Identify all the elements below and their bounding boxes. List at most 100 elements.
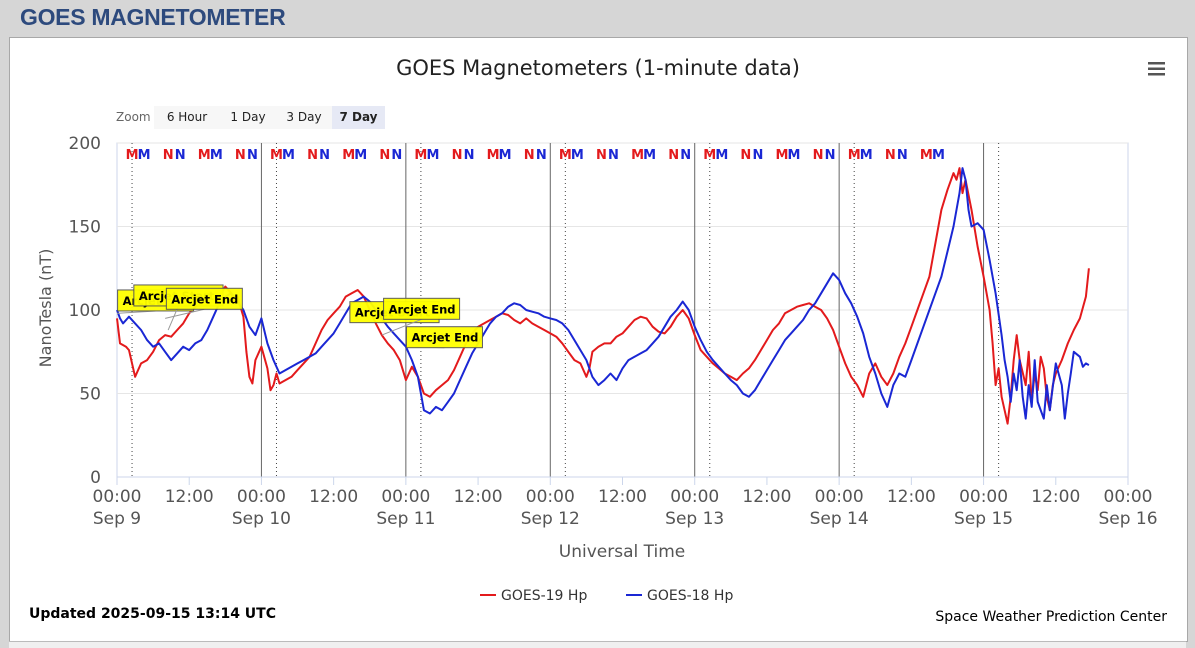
legend-label[interactable]: GOES-18 Hp xyxy=(647,588,733,604)
x-tick-date-label: Sep 9 xyxy=(93,509,141,529)
zoom-button-bg[interactable] xyxy=(154,106,220,129)
top-marker-m: M xyxy=(788,148,801,163)
top-marker-n: N xyxy=(379,148,390,163)
zoom-selector: Zoom 6 Hour 1 Day 3 Day 7 Day xyxy=(116,106,385,129)
top-marker-m: M xyxy=(860,148,873,163)
top-marker-m: M xyxy=(571,148,584,163)
annotation-box xyxy=(383,297,461,320)
top-marker-n: N xyxy=(825,148,836,163)
annotation-label: Arcjet End xyxy=(411,331,478,345)
x-axis-label: Universal Time xyxy=(559,542,685,562)
x-tick-label: 00:00 xyxy=(815,487,864,507)
y-tick-label: 50 xyxy=(79,385,101,405)
top-marker-m: M xyxy=(126,148,139,163)
top-marker-n: N xyxy=(752,148,763,163)
top-marker-m: M xyxy=(414,148,427,163)
zoom-button-7-day[interactable]: 7 Day xyxy=(332,106,385,129)
top-marker-m: M xyxy=(210,148,223,163)
x-tick-label: 00:00 xyxy=(526,487,575,507)
top-marker-m: M xyxy=(487,148,500,163)
x-tick-label: 00:00 xyxy=(381,487,430,507)
top-marker-m: M xyxy=(920,148,933,163)
series-line-goes-19-hp xyxy=(116,167,1090,425)
top-marker-m: M xyxy=(198,148,211,163)
y-tick-label: 150 xyxy=(69,218,101,238)
menu-icon[interactable] xyxy=(1145,56,1169,78)
top-marker-n: N xyxy=(163,148,174,163)
x-tick-label: 12:00 xyxy=(1031,487,1080,507)
top-marker-n: N xyxy=(175,148,186,163)
zoom-button-label[interactable]: 6 Hour xyxy=(167,110,207,124)
top-marker-n: N xyxy=(235,148,246,163)
legend-label[interactable]: GOES-19 Hp xyxy=(501,588,587,604)
chart-title: GOES Magnetometers (1-minute data) xyxy=(396,56,800,80)
annotation-arcjet: Arcjet End xyxy=(165,287,243,319)
annotation-arcjet: Arcjet End xyxy=(381,297,461,336)
x-tick-label: 12:00 xyxy=(309,487,358,507)
series-line-goes-18-hp xyxy=(116,167,1090,420)
x-tick-date-label: Sep 10 xyxy=(232,509,291,529)
top-marker-n: N xyxy=(668,148,679,163)
x-tick-label: 00:00 xyxy=(1104,487,1153,507)
x-tick-label: 12:00 xyxy=(165,487,214,507)
annotation-connector xyxy=(165,308,205,319)
y-tick-label: 0 xyxy=(90,468,101,488)
x-tick-label: 00:00 xyxy=(959,487,1008,507)
credit-text: Space Weather Prediction Center xyxy=(935,609,1167,625)
top-marker-n: N xyxy=(391,148,402,163)
top-marker-n: N xyxy=(680,148,691,163)
top-marker-m: M xyxy=(342,148,355,163)
top-marker-n: N xyxy=(452,148,463,163)
x-tick-label: 00:00 xyxy=(670,487,719,507)
zoom-button-1-day[interactable]: 1 Day xyxy=(220,106,276,129)
annotation-label: Arcjet End xyxy=(171,292,238,306)
y-tick-label: 200 xyxy=(69,134,101,154)
zoom-button-bg[interactable] xyxy=(332,106,385,129)
x-tick-date-label: Sep 13 xyxy=(665,509,724,529)
zoom-label: Zoom xyxy=(116,110,151,124)
top-marker-m: M xyxy=(559,148,572,163)
zoom-button-bg[interactable] xyxy=(276,106,332,129)
zoom-button-3-day[interactable]: 3 Day xyxy=(276,106,332,129)
x-tick-date-label: Sep 16 xyxy=(1098,509,1157,529)
top-marker-n: N xyxy=(524,148,535,163)
top-marker-m: M xyxy=(715,148,728,163)
x-tick-date-label: Sep 11 xyxy=(376,509,435,529)
top-marker-n: N xyxy=(596,148,607,163)
annotation-box xyxy=(405,326,483,349)
top-marker-n: N xyxy=(897,148,908,163)
annotation-connector xyxy=(167,305,179,331)
header-bar: GOES MAGNETOMETER xyxy=(0,0,1195,36)
y-tick-label: 100 xyxy=(69,301,101,321)
top-marker-n: N xyxy=(247,148,258,163)
zoom-button-6-hour[interactable]: 6 Hour xyxy=(154,106,220,129)
top-marker-m: M xyxy=(631,148,644,163)
x-tick-date-label: Sep 14 xyxy=(810,509,869,529)
legend-item-goes-19-hp[interactable]: GOES-19 Hp xyxy=(480,588,587,604)
top-marker-m: M xyxy=(499,148,512,163)
top-marker-m: M xyxy=(643,148,656,163)
zoom-button-label[interactable]: 7 Day xyxy=(339,110,377,124)
top-marker-n: N xyxy=(740,148,751,163)
top-marker-m: M xyxy=(354,148,367,163)
bottom-strip xyxy=(9,641,1186,648)
x-tick-label: 12:00 xyxy=(598,487,647,507)
zoom-button-label[interactable]: 3 Day xyxy=(286,110,321,124)
annotation-connector xyxy=(381,318,422,336)
top-marker-m: M xyxy=(848,148,861,163)
zoom-button-label[interactable]: 1 Day xyxy=(230,110,265,124)
top-marker-n: N xyxy=(464,148,475,163)
legend: GOES-19 Hp GOES-18 Hp xyxy=(480,588,733,604)
x-tick-label: 12:00 xyxy=(887,487,936,507)
magnetometer-chart: GOES Magnetometers (1-minute data) Zoom … xyxy=(29,56,1169,625)
x-tick-date-label: Sep 15 xyxy=(954,509,1013,529)
top-marker-n: N xyxy=(536,148,547,163)
top-marker-m: M xyxy=(282,148,295,163)
legend-item-goes-18-hp[interactable]: GOES-18 Hp xyxy=(626,588,733,604)
chart-panel: GOES Magnetometers (1-minute data) Zoom … xyxy=(9,37,1188,642)
annotation-arcjet: Arcjet End xyxy=(405,326,483,349)
x-tick-date-label: Sep 12 xyxy=(521,509,580,529)
top-marker-n: N xyxy=(885,148,896,163)
zoom-button-bg[interactable] xyxy=(220,106,276,129)
